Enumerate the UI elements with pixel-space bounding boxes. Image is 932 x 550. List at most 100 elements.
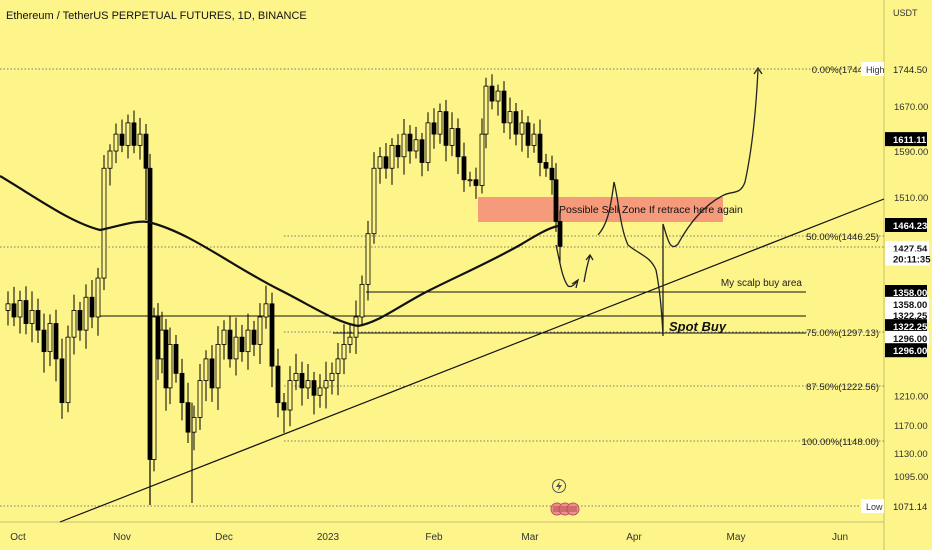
side-tag-box	[861, 499, 884, 513]
candle-body	[483, 85, 489, 135]
time-tick-label: Dec	[215, 532, 233, 543]
price-axis[interactable]: 1670.00 1590.00 1510.00 1210.00 1170.00 1130.…	[894, 102, 928, 483]
candle-body	[159, 329, 165, 360]
candle-body	[287, 380, 293, 411]
price-tick-label: 1590.00	[894, 147, 928, 158]
candle-body	[151, 316, 157, 460]
candle-body	[347, 336, 353, 345]
horizontal-lines[interactable]	[96, 291, 806, 334]
candle-body	[305, 380, 311, 389]
candle-body	[227, 329, 233, 360]
price-tag-light	[885, 307, 929, 322]
price-tag-dark	[885, 343, 927, 358]
arrow-up-icon	[583, 253, 594, 283]
candle-body	[507, 111, 513, 124]
candle-body	[495, 90, 501, 102]
arrow-up-icon	[753, 66, 763, 75]
candle-body	[17, 300, 23, 318]
candle-body	[119, 133, 125, 146]
candle-body	[383, 156, 389, 169]
candle-body	[389, 144, 395, 169]
candle-body	[537, 133, 543, 163]
price-tick-label: 1095.00	[894, 472, 928, 483]
candle-body	[131, 122, 137, 146]
price-tag-dark	[885, 319, 927, 334]
candle-body	[431, 122, 437, 135]
candle-body	[163, 329, 169, 389]
candle-body	[335, 358, 341, 374]
price-tag-light	[885, 330, 929, 345]
candle-body	[47, 323, 53, 353]
candles	[5, 74, 563, 505]
candle-body	[53, 323, 59, 360]
fib-retracement[interactable]: 0.00%(1744 50.00%(1446.25) 75.00%(1297.13)…	[0, 65, 884, 507]
candle-body	[299, 372, 305, 389]
price-tag-label: 1744.50	[893, 65, 927, 76]
price-tag-label: 1322.25	[893, 311, 928, 322]
time-axis[interactable]: Oct Nov Dec 2023 Feb Mar Apr May Jun	[10, 532, 848, 543]
time-tick-label: Nov	[113, 532, 131, 543]
candle-body	[419, 139, 425, 163]
candle-body	[413, 139, 419, 152]
side-tag-label: Low	[866, 502, 883, 512]
price-tick-label: 1510.00	[894, 193, 928, 204]
fib-level-label: 87.50%(1222.56)	[806, 382, 879, 393]
trend-line[interactable]	[59, 198, 885, 523]
candle-body	[185, 402, 191, 433]
time-tick-label: Apr	[626, 532, 642, 543]
candle-body	[311, 380, 317, 396]
fib-level-label: 75.00%(1297.13)	[806, 328, 879, 339]
candle-body	[269, 303, 275, 367]
price-tag-label: 1358.00	[893, 300, 927, 311]
price-tag-label: 1296.00	[893, 334, 927, 345]
candle-body	[23, 300, 29, 324]
moving-average-line	[0, 175, 559, 328]
candle-body	[359, 283, 365, 318]
fib-level-label: 100.00%(1148.00)	[802, 437, 879, 448]
event-flag-icon[interactable]	[550, 502, 580, 516]
candle-body	[125, 122, 131, 146]
candle-body	[107, 150, 113, 169]
candle-body	[401, 133, 407, 158]
candle-body	[489, 85, 495, 102]
sell-zone-box[interactable]	[478, 197, 723, 222]
candle-body	[395, 144, 401, 158]
fib-level-label: 50.00%(1446.25)	[806, 232, 879, 243]
spot-buy-label: Spot Buy	[669, 319, 727, 334]
price-tag-label: 1611.11	[893, 135, 927, 146]
projection-path[interactable]	[555, 69, 759, 337]
price-tick-label: 1170.00	[894, 421, 928, 432]
candle-body	[101, 167, 107, 279]
time-tick-label: Mar	[521, 532, 539, 543]
time-tick-label: Feb	[425, 532, 443, 543]
candle-body	[35, 309, 41, 331]
candle-body	[353, 316, 359, 338]
price-tag-light	[885, 251, 929, 266]
price-tag-label: 1071.14	[893, 502, 927, 513]
candle-body	[221, 329, 227, 345]
candle-body	[525, 122, 531, 146]
candle-body	[41, 329, 47, 353]
candle-body	[11, 303, 17, 318]
candle-body	[473, 179, 479, 186]
lightning-icon[interactable]	[552, 479, 566, 493]
candle-body	[95, 277, 101, 318]
price-tag-label: 1296.00	[893, 346, 927, 357]
side-tag-label: High	[866, 65, 885, 75]
candle-body	[89, 296, 95, 318]
sell-zone-label: Possible Sell Zone If retrace here again	[559, 204, 743, 216]
price-tag-dark	[885, 132, 927, 147]
candle-body	[209, 358, 215, 389]
candle-body	[549, 167, 555, 181]
candle-body	[557, 221, 563, 247]
candle-body	[83, 296, 89, 331]
candle-body	[501, 90, 507, 124]
candle-body	[263, 303, 269, 318]
candle-body	[197, 380, 203, 418]
candle-body	[239, 336, 245, 353]
candle-body	[467, 179, 473, 182]
candle-body	[329, 372, 335, 382]
price-tag-label: 1322.25	[893, 322, 928, 333]
